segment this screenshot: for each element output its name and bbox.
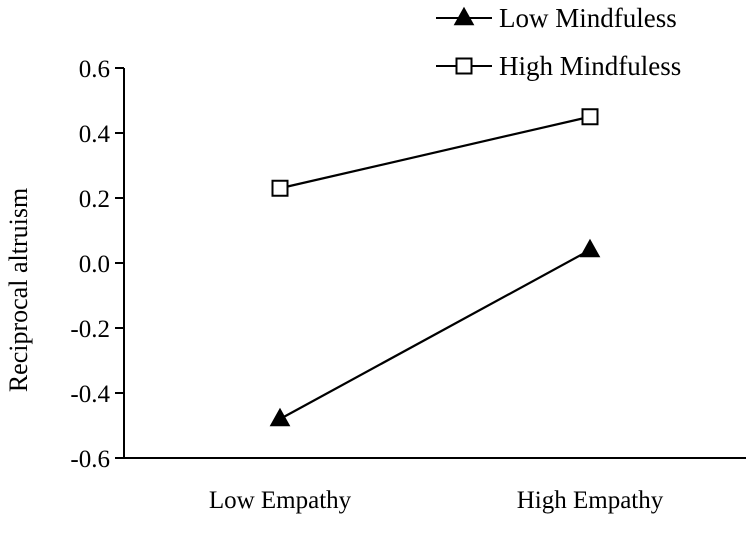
legend: Low Mindfuless High Mindfuless	[436, 3, 681, 81]
x-ticks: Low Empathy High Empathy	[209, 487, 664, 514]
triangle-point	[579, 238, 601, 258]
legend-item: High Mindfuless	[436, 51, 681, 81]
y-tick-label: 0.6	[79, 56, 110, 83]
y-ticks: 0.6 0.4 0.2 0.0 -0.2 -0.4 -0.6	[70, 56, 124, 473]
legend-triangle-icon	[453, 6, 475, 26]
y-tick-label: 0.0	[79, 251, 110, 278]
x-tick-label: Low Empathy	[209, 487, 352, 514]
y-tick-label: 0.4	[79, 121, 111, 148]
legend-item: Low Mindfuless	[436, 3, 677, 33]
y-tick-label: -0.6	[70, 446, 110, 473]
legend-label: Low Mindfuless	[499, 3, 677, 33]
y-tick-label: 0.2	[79, 186, 110, 213]
series-line	[279, 115, 591, 190]
legend-label: High Mindfuless	[499, 51, 681, 81]
series-group	[269, 108, 601, 427]
series-0	[269, 238, 601, 427]
y-tick-label: -0.4	[70, 381, 110, 408]
y-axis-title: Reciprocal altruism	[4, 188, 33, 392]
square-point	[581, 108, 599, 126]
series-1	[271, 108, 599, 197]
triangle-point	[269, 407, 291, 427]
x-tick-label: High Empathy	[517, 487, 664, 514]
square-point	[271, 179, 289, 197]
legend-square-icon	[455, 57, 473, 75]
series-line	[279, 249, 591, 420]
y-tick-label: -0.2	[70, 316, 110, 343]
